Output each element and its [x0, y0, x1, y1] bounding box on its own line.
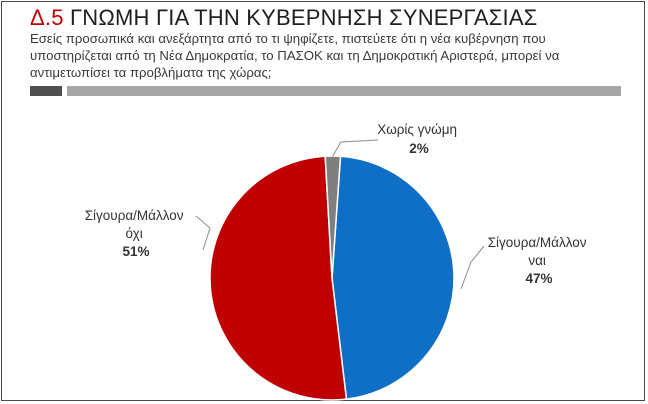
slice-label-yes: Σίγουρα/Μάλλον ναι 47% — [488, 235, 591, 286]
question-code: Δ.5 — [30, 5, 64, 30]
leader-line-no — [195, 215, 211, 251]
slice-label-no-opinion: Χωρίς γνώμη 2% — [377, 122, 461, 156]
leader-line-no-opinion — [332, 139, 379, 157]
slice-label-no-line1: Σίγουρα/Μάλλον — [85, 208, 184, 223]
slice-value-no: 51% — [122, 244, 149, 259]
divider-dark — [30, 86, 62, 96]
slice-value-yes: 47% — [525, 271, 552, 286]
slice-label-no-opinion-line1: Χωρίς γνώμη — [377, 122, 457, 137]
pie-slice-yes — [331, 155, 455, 400]
slice-label-yes-line1: Σίγουρα/Μάλλον — [488, 235, 587, 250]
title-text: ΓΝΩΜΗ ΓΙΑ ΤΗΝ ΚΥΒΕΡΝΗΣΗ ΣΥΝΕΡΓΑΣΙΑΣ — [69, 5, 538, 30]
slice-label-no-line2: όχι — [126, 226, 143, 241]
page-title: Δ.5 ΓΝΩΜΗ ΓΙΑ ΤΗΝ ΚΥΒΕΡΝΗΣΗ ΣΥΝΕΡΓΑΣΙΑΣ — [30, 5, 538, 31]
question-text: Εσείς προσωπικά και ανεξάρτητα από το τι… — [30, 31, 560, 80]
pie-slice-no-opinion — [324, 155, 342, 279]
leader-line-yes — [460, 245, 485, 290]
pie-slice-no — [209, 155, 348, 401]
divider-light — [67, 86, 621, 96]
slice-value-no-opinion: 2% — [409, 141, 429, 156]
slice-label-no: Σίγουρα/Μάλλον όχι 51% — [85, 208, 188, 259]
slice-label-yes-line2: ναι — [528, 253, 546, 268]
